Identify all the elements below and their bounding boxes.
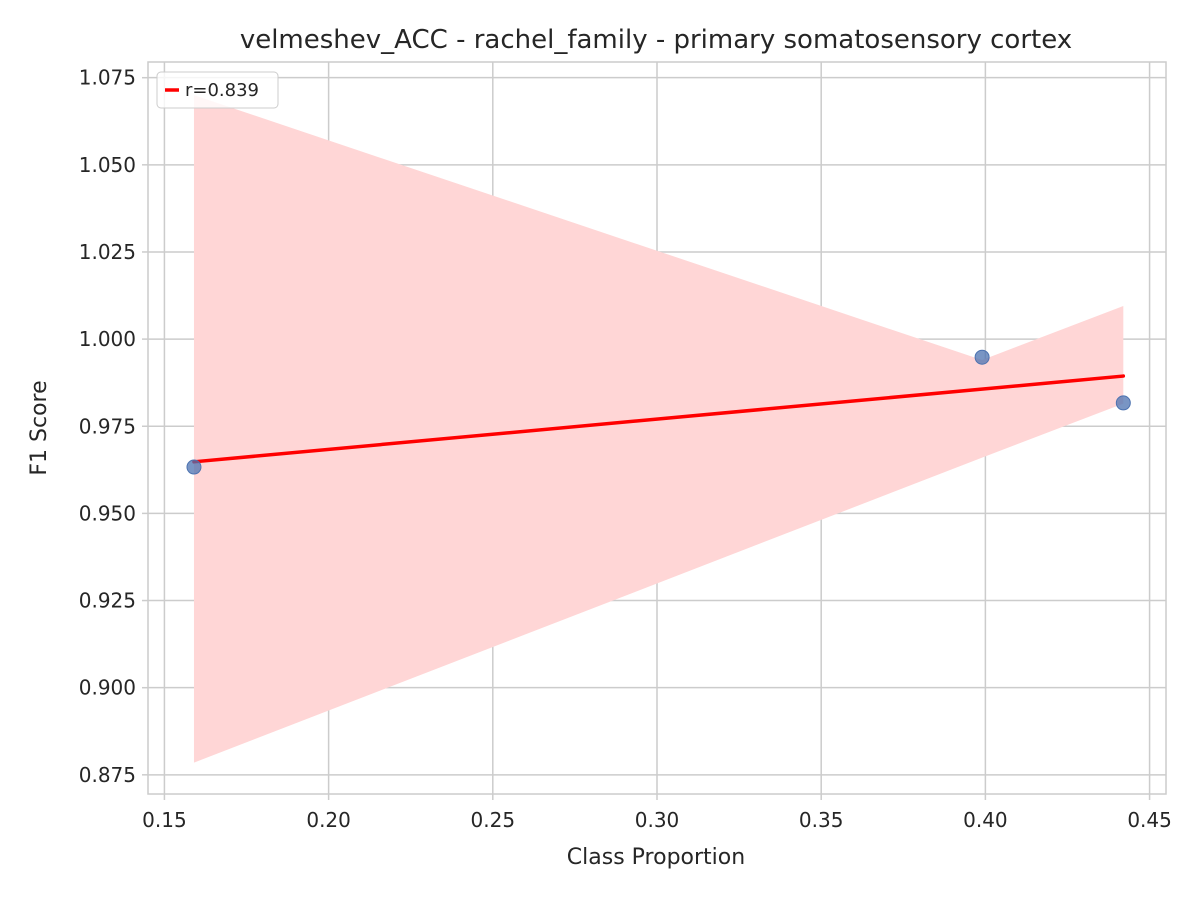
data-point — [1115, 395, 1131, 411]
x-tick-label: 0.15 — [142, 808, 187, 832]
confidence-band-area — [193, 95, 1124, 763]
y-tick-label: 1.025 — [79, 240, 136, 264]
legend-box — [156, 71, 279, 109]
y-tick-label: 1.075 — [79, 66, 136, 90]
chart-title: velmeshev_ACC - rachel_family - primary … — [240, 25, 1072, 55]
x-tick-label: 0.35 — [799, 808, 844, 832]
x-tick-label: 0.30 — [635, 808, 680, 832]
x-tick-label: 0.25 — [471, 808, 516, 832]
y-tick-label: 0.900 — [79, 676, 136, 700]
y-axis-label: F1 Score — [27, 380, 52, 475]
data-point — [974, 349, 990, 365]
x-tick-label: 0.45 — [1127, 808, 1172, 832]
y-tick-label: 0.950 — [79, 501, 136, 525]
confidence-band — [193, 95, 1124, 763]
x-tick-label: 0.20 — [306, 808, 351, 832]
x-axis-ticks: 0.15 0.20 0.25 0.30 0.35 0.40 0.45 — [142, 794, 1172, 832]
y-tick-label: 1.000 — [79, 327, 136, 351]
regression-line-group — [192, 374, 1126, 464]
data-points — [186, 349, 1131, 475]
y-tick-label: 0.875 — [79, 763, 136, 787]
legend: r=0.839 — [156, 71, 279, 109]
x-tick-label: 0.40 — [963, 808, 1008, 832]
y-axis-ticks: 0.875 0.900 0.925 0.950 0.975 1.000 1.025 1.050… — [79, 66, 148, 787]
y-tick-label: 0.925 — [79, 589, 136, 613]
x-axis-label: Class Proportion — [567, 845, 745, 870]
regression-line — [192, 374, 1126, 464]
data-point — [186, 459, 202, 475]
y-tick-label: 1.050 — [79, 153, 136, 177]
y-tick-label: 0.975 — [79, 414, 136, 438]
legend-label: r=0.839 — [185, 80, 259, 101]
